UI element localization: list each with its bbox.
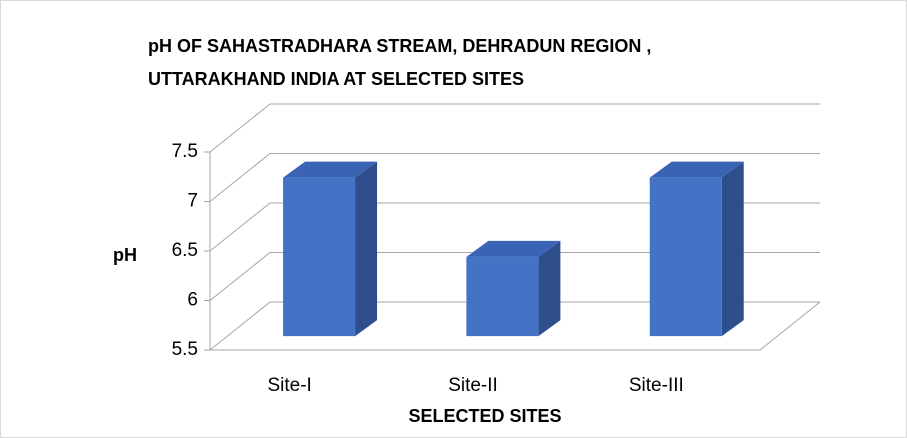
x-tick-label: Site-I — [267, 375, 311, 396]
x-tick-label: Site-III — [629, 375, 684, 396]
grid-line — [209, 153, 820, 202]
x-tick-label: Site-II — [448, 375, 498, 396]
floor-edge — [210, 301, 821, 351]
grid-line — [209, 301, 820, 351]
y-axis-label: pH — [113, 245, 137, 265]
grid-line — [209, 252, 820, 301]
bar-side — [721, 161, 744, 337]
y-tick-label: 6 — [187, 290, 198, 311]
x-axis-label: SELECTED SITES — [408, 406, 561, 426]
chart-title-line: pH OF SAHASTRADHARA STREAM, DEHRADUN REG… — [148, 36, 651, 56]
bar-side — [355, 161, 378, 337]
bar-top — [649, 161, 744, 178]
bar-top — [466, 240, 561, 257]
bar — [649, 161, 744, 337]
bar — [283, 161, 378, 337]
bar-front — [283, 177, 356, 337]
bar-top — [283, 161, 378, 178]
bar-side — [538, 240, 561, 337]
chart-title-line: UTTARAKHAND INDIA AT SELECTED SITES — [148, 69, 524, 89]
y-tick-label: 7.5 — [172, 141, 198, 162]
bar-front — [649, 177, 722, 337]
y-tick-label: 6.5 — [172, 240, 198, 261]
y-tick-label: 5.5 — [172, 339, 198, 360]
bar — [466, 240, 561, 337]
grid-line — [209, 202, 820, 252]
grid-line — [209, 103, 820, 153]
y-tick-label: 7 — [187, 191, 198, 212]
bar-front — [466, 256, 539, 337]
